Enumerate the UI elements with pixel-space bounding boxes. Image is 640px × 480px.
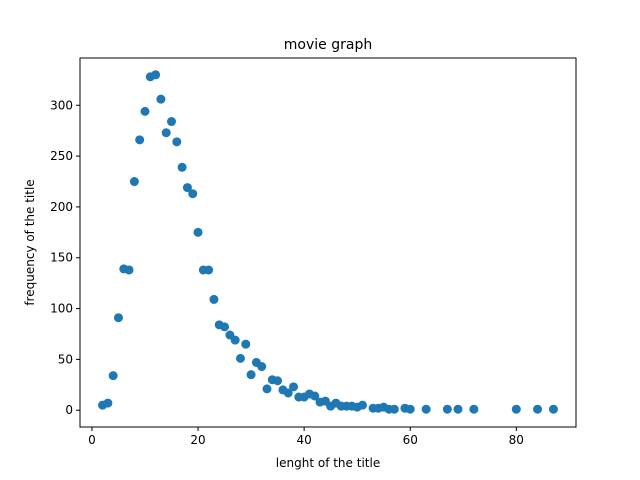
- data-point: [273, 376, 283, 386]
- y-tick-label: 300: [50, 98, 73, 112]
- data-point: [533, 404, 543, 414]
- data-point: [283, 388, 293, 398]
- data-point: [257, 362, 267, 372]
- data-point: [129, 177, 139, 187]
- data-point: [357, 400, 367, 410]
- data-point: [156, 94, 166, 104]
- y-tick-label: 250: [50, 149, 73, 163]
- data-points: [98, 70, 558, 414]
- data-point: [103, 398, 113, 408]
- data-point: [453, 404, 463, 414]
- x-tick-label: 80: [509, 433, 524, 447]
- x-axis-ticks: 0 20 40 60 80: [88, 427, 524, 447]
- y-axis-label: frequency of the title: [23, 179, 37, 305]
- data-point: [548, 404, 558, 414]
- x-axis-label: lenght of the title: [276, 456, 380, 470]
- data-point: [235, 353, 245, 363]
- data-point: [167, 117, 177, 127]
- data-point: [310, 391, 320, 401]
- data-point: [421, 404, 431, 414]
- data-point: [220, 322, 230, 332]
- data-point: [161, 128, 171, 138]
- data-point: [241, 339, 251, 349]
- data-point: [262, 384, 272, 394]
- data-point: [182, 183, 192, 193]
- plot-frame: [79, 57, 577, 428]
- x-tick-label: 20: [190, 433, 205, 447]
- data-point: [289, 382, 299, 392]
- data-point: [204, 265, 214, 275]
- y-tick-label: 150: [50, 251, 73, 265]
- data-point: [108, 371, 118, 381]
- chart-title: movie graph: [284, 37, 372, 53]
- data-point: [124, 265, 134, 275]
- data-point: [140, 106, 150, 116]
- data-point: [113, 313, 123, 323]
- plot-background: [80, 58, 576, 427]
- y-tick-label: 100: [50, 302, 73, 316]
- data-point: [230, 335, 240, 345]
- data-point: [389, 404, 399, 414]
- data-point: [151, 70, 161, 80]
- y-tick-label: 0: [65, 403, 73, 417]
- data-point: [442, 404, 452, 414]
- data-point: [469, 404, 479, 414]
- data-point: [405, 404, 415, 414]
- y-tick-label: 200: [50, 200, 73, 214]
- data-point: [209, 294, 219, 304]
- x-tick-label: 60: [403, 433, 418, 447]
- data-point: [188, 189, 198, 199]
- data-point: [246, 370, 256, 380]
- data-point: [177, 162, 187, 172]
- x-tick-label: 0: [88, 433, 96, 447]
- x-tick-label: 40: [296, 433, 311, 447]
- y-tick-label: 50: [58, 352, 73, 366]
- data-point: [511, 404, 521, 414]
- data-point: [135, 135, 145, 145]
- data-point: [172, 137, 182, 147]
- y-axis-ticks: 0 50 100 150 200 250 300: [50, 98, 80, 417]
- data-point: [193, 227, 203, 237]
